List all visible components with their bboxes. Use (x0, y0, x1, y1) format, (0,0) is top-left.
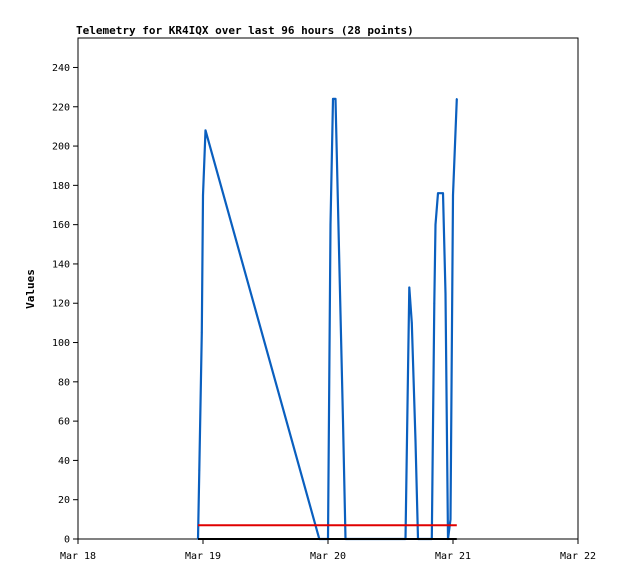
data-point (433, 302, 436, 305)
x-tick-label: Mar 19 (185, 551, 221, 562)
x-axis: Mar 18 Mar 19 Mar 20 Mar 21 Mar 22 (60, 539, 596, 562)
data-point (332, 98, 334, 100)
y-tick-label: 80 (58, 377, 70, 388)
y-tick-label: 120 (52, 299, 70, 310)
y-tick-label: 0 (64, 535, 70, 546)
series-line-1 (196, 97, 458, 541)
data-point (434, 223, 437, 226)
data-point (442, 192, 444, 195)
data-point (437, 192, 439, 195)
data-point (342, 420, 344, 423)
y-tick-label: 20 (58, 495, 70, 506)
data-point (334, 98, 337, 100)
data-point (444, 292, 447, 295)
y-tick-label: 240 (52, 63, 70, 74)
x-tick-label: Mar 20 (310, 551, 346, 562)
y-axis: 0 20 40 60 80 100 120 140 160 180 200 220 240 (52, 63, 78, 546)
y-tick-label: 100 (52, 338, 70, 349)
y-tick-label: 180 (52, 181, 70, 192)
data-point (452, 194, 454, 197)
y-tick-label: 200 (52, 142, 70, 153)
data-point (202, 194, 204, 197)
data-point (410, 321, 413, 324)
chart-title: Telemetry for KR4IQX over last 96 hours … (76, 24, 414, 37)
y-tick-label: 220 (52, 102, 70, 113)
y-tick-label: 140 (52, 259, 70, 270)
data-point (329, 223, 332, 226)
x-tick-label: Mar 22 (560, 551, 596, 562)
y-axis-label: Values (24, 269, 37, 309)
data-point (204, 129, 207, 132)
data-point (407, 371, 409, 373)
data-point (198, 469, 201, 472)
y-tick-label: 60 (58, 417, 70, 428)
y-tick-label: 40 (58, 456, 70, 467)
series-layer (196, 97, 458, 541)
data-point (455, 98, 458, 100)
x-tick-label: Mar 18 (60, 551, 96, 562)
data-point (414, 439, 417, 442)
data-point (200, 331, 203, 334)
x-tick-label: Mar 21 (435, 551, 471, 562)
data-point (408, 286, 411, 289)
data-point (449, 518, 452, 521)
y-tick-label: 160 (52, 220, 70, 231)
